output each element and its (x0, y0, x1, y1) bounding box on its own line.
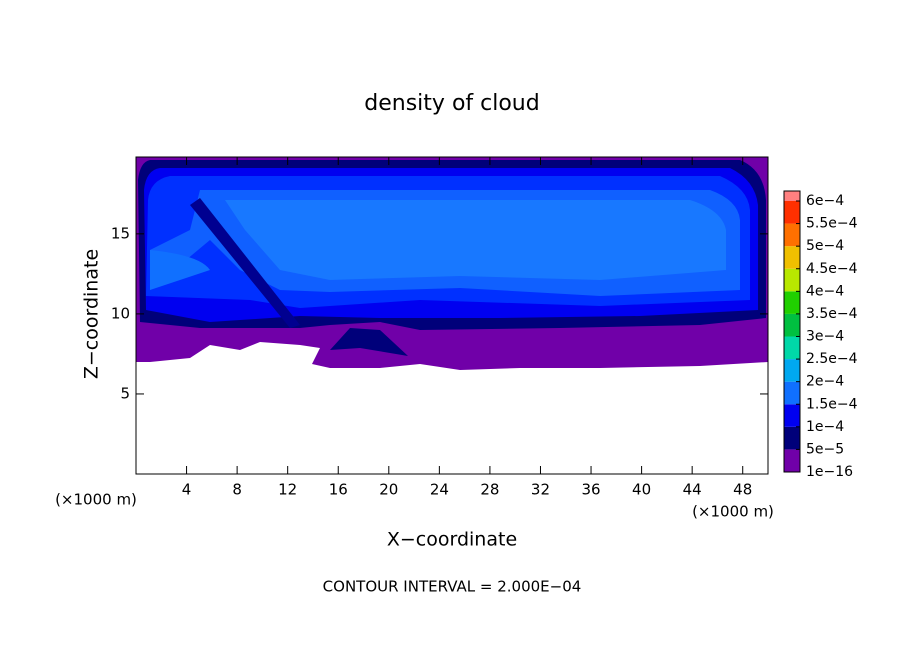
colorbar-label: 4.5e−4 (806, 261, 858, 277)
colorbar-segment (784, 381, 800, 405)
colorbar-label: 5e−4 (806, 238, 844, 254)
colorbar-frame (783, 190, 801, 473)
colorbar-segment (784, 291, 800, 314)
chart-title: density of cloud (364, 91, 539, 116)
colorbar-cap (784, 191, 800, 201)
colorbar-segment (784, 223, 800, 247)
contour-field (136, 157, 768, 474)
y-unit: (×1000 m) (55, 491, 137, 509)
plot-frame (135, 156, 769, 475)
colorbar-segment (784, 426, 800, 450)
y-axis-title: Z−coordinate (81, 249, 103, 379)
colorbar-label: 2.5e−4 (806, 351, 858, 367)
x-tick-label: 32 (531, 481, 550, 499)
colorbar-segment (784, 313, 800, 337)
footnote: CONTOUR INTERVAL = 2.000E−04 (323, 578, 582, 596)
x-tick-label: 16 (329, 481, 348, 499)
colorbar-label: 1.5e−4 (806, 396, 858, 412)
colorbar-label: 5.5e−4 (806, 216, 858, 232)
x-tick-label: 40 (632, 481, 651, 499)
x-tick-label: 4 (182, 481, 192, 499)
colorbar-segment (784, 449, 800, 472)
y-tick-label: 5 (120, 384, 130, 402)
colorbar-segment (784, 359, 800, 382)
y-tick-label: 15 (111, 224, 130, 242)
colorbar-label: 4e−4 (806, 283, 844, 299)
colorbar-label: 2e−4 (806, 374, 844, 390)
colorbar-label: 3e−4 (806, 329, 844, 345)
x-axis-title: X−coordinate (387, 529, 517, 551)
x-tick-label: 28 (480, 481, 499, 499)
x-tick-label: 20 (379, 481, 398, 499)
x-tick-label: 8 (232, 481, 242, 499)
colorbar-segment (784, 246, 800, 269)
x-tick-label: 44 (683, 481, 702, 499)
x-unit: (×1000 m) (692, 503, 774, 521)
x-tick-label: 12 (278, 481, 297, 499)
colorbar-label: 6e−4 (806, 193, 844, 209)
x-tick-label: 36 (581, 481, 600, 499)
colorbar-label: 1e−4 (806, 419, 844, 435)
y-tick-label: 10 (111, 304, 130, 322)
colorbar-label: 1e−16 (806, 464, 853, 480)
colorbar-segment (784, 201, 800, 224)
colorbar-label: 5e−5 (806, 441, 844, 457)
colorbar-segment (784, 336, 800, 360)
colorbar-segment (784, 404, 800, 427)
x-tick-label: 24 (430, 481, 449, 499)
colorbar-segment (784, 268, 800, 292)
colorbar-label: 3.5e−4 (806, 306, 858, 322)
x-tick-label: 48 (733, 481, 752, 499)
